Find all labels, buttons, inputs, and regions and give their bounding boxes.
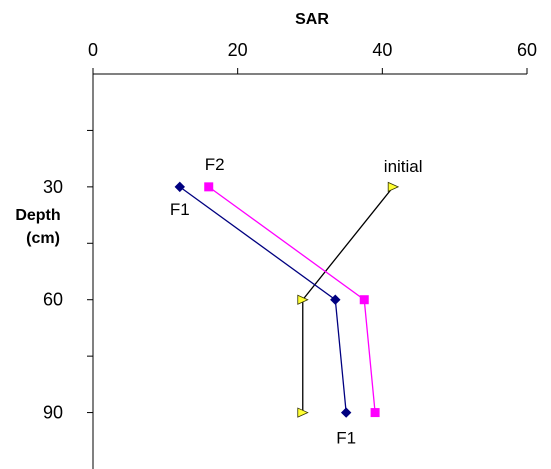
y-tick-label: 90 [43,403,63,423]
series-line-f2 [208,186,376,413]
data-point-f2 [370,408,380,418]
data-point-initial [387,181,400,192]
y-tick-label: 30 [43,177,63,197]
label-layer: F2 initial F1 F1 [170,155,423,448]
data-point-f1 [174,181,186,193]
data-point-f1 [330,294,341,305]
series-line-initial [302,186,394,413]
x-tick-label: 0 [88,40,98,60]
series-label-f1-top: F1 [170,200,190,219]
x-tick-label: 40 [372,40,392,60]
series-layer [174,181,400,418]
y-tick-label: 60 [43,290,63,310]
data-point-f2 [204,182,214,192]
y-axis-title-line-2: (cm) [26,230,60,247]
data-point-f2 [359,295,369,305]
x-tick-label: 20 [228,40,248,60]
x-axis-title: SAR [295,11,329,28]
y-axis-title-line-1: Depth [15,207,60,224]
series-label-f1-bottom: F1 [336,429,356,448]
series-label-f2-top: F2 [205,155,225,174]
x-tick-label: 60 [517,40,537,60]
data-point-initial [297,407,309,418]
axes: 0 20 40 60 30 60 90 [43,40,537,469]
data-point-f1 [340,407,352,418]
series-line-f1 [179,186,347,413]
series-label-initial-top: initial [384,157,423,176]
data-point-initial [297,294,309,305]
